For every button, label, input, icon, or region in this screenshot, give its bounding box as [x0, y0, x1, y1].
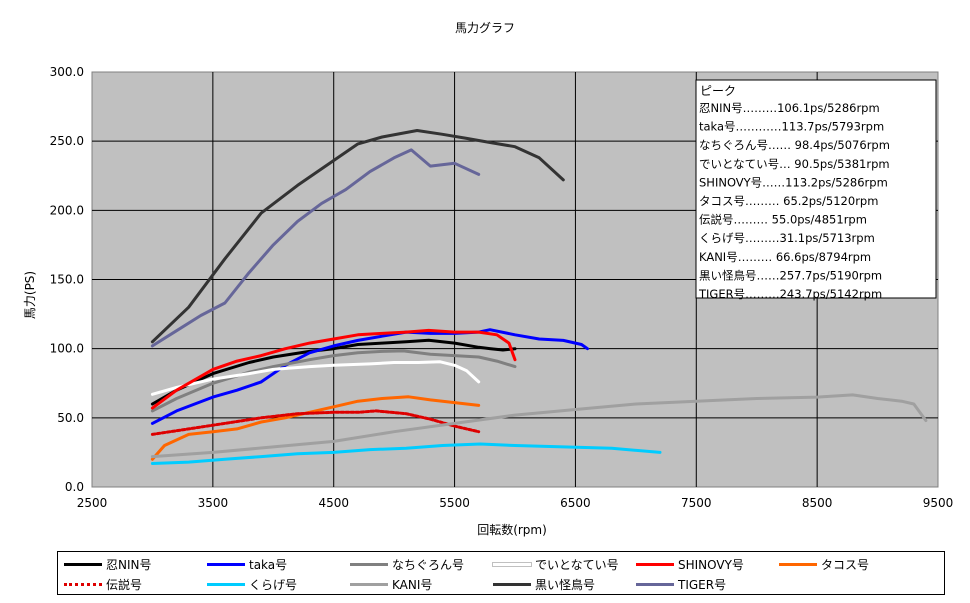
y-tick-label: 300.0 — [50, 65, 84, 79]
peak-row: taka号…………113.7ps/5793rpm — [699, 120, 884, 134]
x-tick-label: 7500 — [681, 496, 712, 510]
peak-row: なちぐろん号…… 98.4ps/5076rpm — [699, 138, 890, 152]
y-tick-label: 0.0 — [65, 480, 84, 494]
peak-box-title: ピーク — [700, 84, 736, 98]
legend-swatch — [207, 582, 245, 586]
series-line — [150, 393, 928, 459]
x-tick-label: 2500 — [77, 496, 108, 510]
series-line — [150, 338, 517, 406]
x-tick-label: 5500 — [439, 496, 470, 510]
x-tick-label: 3500 — [198, 496, 229, 510]
x-tick-label: 8500 — [802, 496, 833, 510]
legend-swatch — [207, 562, 245, 566]
y-tick-label: 200.0 — [50, 203, 84, 217]
peak-box: ピーク 忍NIN号………106.1ps/5286rpm taka号…………113.… — [695, 79, 937, 301]
legend-swatch — [64, 562, 102, 566]
legend-swatch — [779, 562, 817, 566]
legend-label: TIGER号 — [678, 577, 727, 592]
legend-label: KANI号 — [392, 577, 433, 592]
series-line — [150, 328, 517, 410]
x-tick-label: 9500 — [923, 496, 954, 510]
legend-item: タコス号 — [779, 555, 869, 573]
peak-row: TIGER号………243.7ps/5142rpm — [698, 287, 882, 301]
legend-label: taka号 — [249, 557, 288, 572]
legend-item: なちぐろん号 — [350, 555, 464, 573]
x-axis-label: 回転数(rpm) — [477, 522, 547, 537]
legend-item: TIGER号 — [636, 575, 726, 593]
y-tick-label: 250.0 — [50, 134, 84, 148]
series-line — [150, 409, 481, 436]
legend-swatch — [350, 582, 388, 586]
y-tick-label: 50.0 — [57, 411, 84, 425]
peak-row: タコス号……… 65.2ps/5120rpm — [699, 194, 878, 208]
legend-label: 黒い怪鳥号 — [535, 577, 596, 592]
legend-swatch — [64, 582, 102, 586]
legend: 忍NIN号 taka号 なちぐろん号 でいとなてい号 SHINOVY号 タコス号伝説号 くら… — [57, 551, 945, 595]
x-tick-label: 6500 — [560, 496, 591, 510]
legend-item: くらげ号 — [207, 575, 297, 593]
legend-item: でいとなてい号 — [492, 555, 619, 573]
peak-row: 忍NIN号………106.1ps/5286rpm — [699, 101, 880, 115]
legend-label: なちぐろん号 — [392, 557, 465, 572]
legend-label: 伝説号 — [106, 577, 143, 592]
series-line — [150, 360, 481, 396]
series-line — [150, 349, 517, 413]
peak-row: でいとなてい号… 90.5ps/5381rpm — [699, 157, 890, 171]
legend-swatch — [636, 582, 674, 586]
legend-swatch — [350, 562, 388, 566]
legend-item: taka号 — [207, 555, 287, 573]
y-tick-label: 100.0 — [50, 342, 84, 356]
legend-label: でいとなてい号 — [535, 557, 619, 572]
y-tick-label: 150.0 — [50, 273, 84, 287]
y-axis-label: 馬力(PS) — [23, 271, 37, 319]
legend-item: SHINOVY号 — [636, 555, 744, 573]
peak-row: 黒い怪鳥号……257.7ps/5190rpm — [699, 268, 882, 282]
legend-item: 黒い怪鳥号 — [493, 575, 595, 593]
legend-item: 忍NIN号 — [64, 555, 152, 573]
peak-row: KANI号……… 66.6ps/8794rpm — [699, 250, 871, 264]
peak-row: SHINOVY号……113.2ps/5286rpm — [699, 175, 888, 189]
x-tick-label: 4500 — [318, 496, 349, 510]
series-line — [150, 129, 565, 344]
legend-label: 忍NIN号 — [106, 557, 152, 572]
chart-title: 馬力グラフ — [455, 21, 515, 35]
legend-swatch — [493, 582, 531, 586]
legend-label: SHINOVY号 — [678, 557, 744, 572]
peak-row: くらげ号………31.1ps/5713rpm — [699, 231, 875, 245]
series-line — [150, 148, 481, 348]
legend-swatch — [492, 561, 532, 567]
peak-row: 伝説号……… 55.0ps/4851rpm — [699, 213, 867, 227]
legend-swatch — [636, 562, 674, 566]
legend-label: くらげ号 — [249, 577, 298, 592]
legend-item: 伝説号 — [64, 575, 142, 593]
series-line — [150, 442, 662, 465]
legend-label: タコス号 — [821, 557, 870, 572]
legend-item: KANI号 — [350, 575, 432, 593]
